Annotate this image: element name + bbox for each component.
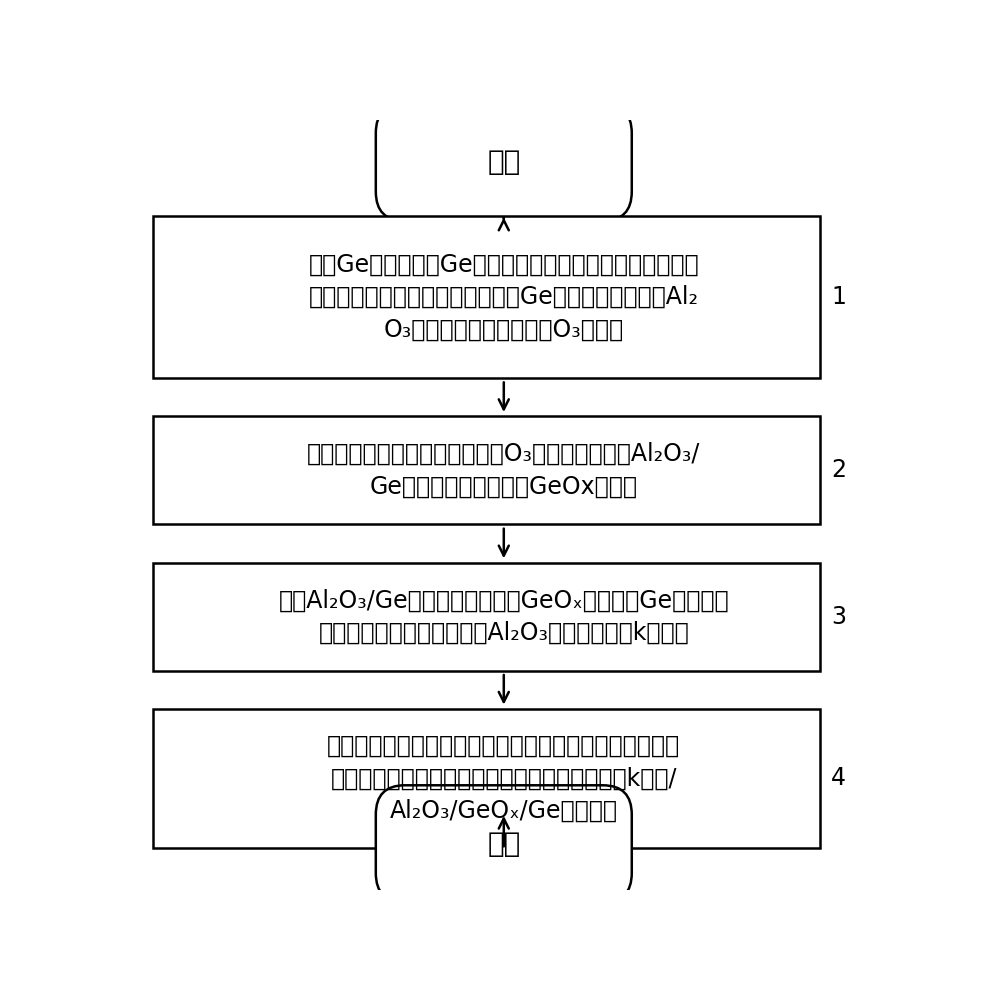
Text: 气退火，进一步提升氧化物栅介质质量，改善高k介质/: 气退火，进一步提升氧化物栅介质质量，改善高k介质/ (330, 766, 677, 790)
Text: 2: 2 (832, 458, 846, 482)
Text: 开始: 开始 (488, 148, 520, 176)
Text: 将在Al₂O₃/Ge界面处形成有超薄GeOₓ界面层的Ge衬底放入: 将在Al₂O₃/Ge界面处形成有超薄GeOₓ界面层的Ge衬底放入 (278, 588, 729, 612)
Text: Ge界面处氧化形成一层GeOx界面层: Ge界面处氧化形成一层GeOx界面层 (370, 475, 638, 499)
Bar (153, 563, 820, 671)
FancyBboxPatch shape (376, 104, 632, 221)
Text: 3: 3 (832, 605, 846, 629)
Bar (153, 709, 820, 848)
Bar (153, 416, 820, 524)
Bar (153, 216, 820, 378)
Text: 选择Ge衬底，去除Ge衬底表面的自然氧化层，然后将其转: 选择Ge衬底，去除Ge衬底表面的自然氧化层，然后将其转 (309, 253, 699, 277)
Text: 利用原子层沉积系统中的前驱体O₃作为氧化剂，在Al₂O₃/: 利用原子层沉积系统中的前驱体O₃作为氧化剂，在Al₂O₃/ (307, 442, 701, 466)
Text: 原子层沉积反应腔体中，在Al₂O₃薄膜上沉积高k栅介质: 原子层沉积反应腔体中，在Al₂O₃薄膜上沉积高k栅介质 (318, 621, 689, 645)
Text: 1: 1 (832, 285, 846, 309)
Text: 结束: 结束 (488, 830, 520, 858)
Text: 4: 4 (832, 766, 846, 790)
Text: Al₂O₃/GeOₓ/Ge界面质量: Al₂O₃/GeOₓ/Ge界面质量 (390, 799, 617, 823)
Text: 利用快速退火炉对其先后进行栅介质沉积后退火及低温氧: 利用快速退火炉对其先后进行栅介质沉积后退火及低温氧 (327, 734, 680, 758)
Text: O₃薄膜作为氧化过程中的O₃阻挡层: O₃薄膜作为氧化过程中的O₃阻挡层 (383, 317, 624, 341)
FancyBboxPatch shape (376, 785, 632, 902)
Text: 移到原子层沉积系统的腔体中，在Ge衬底表面沉积一层Al₂: 移到原子层沉积系统的腔体中，在Ge衬底表面沉积一层Al₂ (309, 285, 699, 309)
